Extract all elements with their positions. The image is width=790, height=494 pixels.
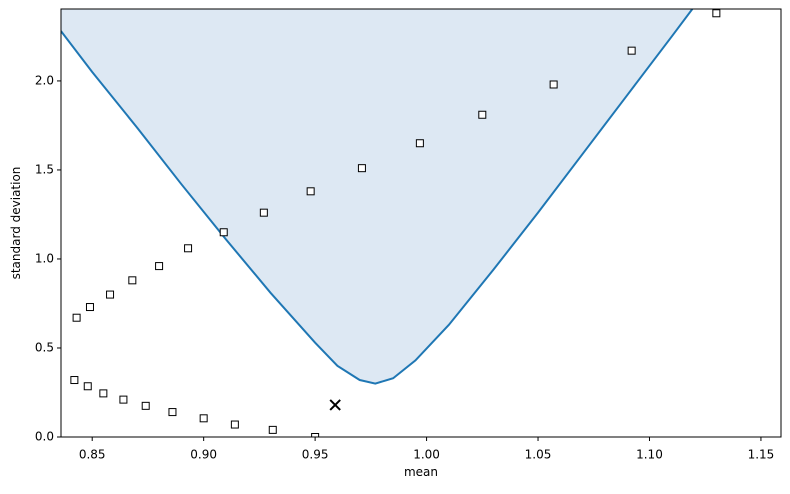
point (627, 46, 636, 55)
x-tick-label: 0.85 (79, 448, 106, 462)
point (106, 290, 115, 299)
x-tick-label: 0.90 (190, 448, 217, 462)
point (128, 276, 137, 285)
point (415, 139, 424, 148)
x-tick-label: 1.05 (525, 448, 552, 462)
plot-area (61, 9, 721, 437)
point (199, 414, 208, 423)
x-tick-label: 0.95 (302, 448, 329, 462)
point (119, 395, 128, 404)
x-tick-label: 1.00 (413, 448, 440, 462)
x-tick-label: 1.10 (636, 448, 663, 462)
x-axis-label: mean (404, 465, 438, 479)
y-tick-label: 1.0 (35, 251, 54, 265)
y-tick-label: 1.5 (35, 162, 54, 176)
point (83, 382, 92, 391)
feasible-region (61, 9, 693, 384)
y-tick-label: 0.5 (35, 340, 54, 354)
point (141, 401, 150, 410)
point (712, 9, 721, 18)
x-tick-label: 1.15 (748, 448, 775, 462)
marker-x (329, 399, 341, 411)
point (219, 228, 228, 237)
point (72, 313, 81, 322)
point (99, 389, 108, 398)
point (168, 408, 177, 417)
point (311, 433, 320, 437)
point (184, 244, 193, 253)
point (85, 303, 94, 312)
frontier-curve (61, 9, 694, 385)
plot-frame (60, 8, 782, 438)
point (306, 187, 315, 196)
y-tick-label: 0.0 (35, 430, 54, 444)
point (155, 262, 164, 271)
point (268, 425, 277, 434)
point (70, 376, 79, 385)
point (549, 80, 558, 89)
y-axis-label: standard deviation (9, 167, 23, 280)
point (478, 110, 487, 119)
point (230, 420, 239, 429)
point (259, 208, 268, 217)
point (357, 164, 366, 173)
y-tick-label: 2.0 (35, 73, 54, 87)
